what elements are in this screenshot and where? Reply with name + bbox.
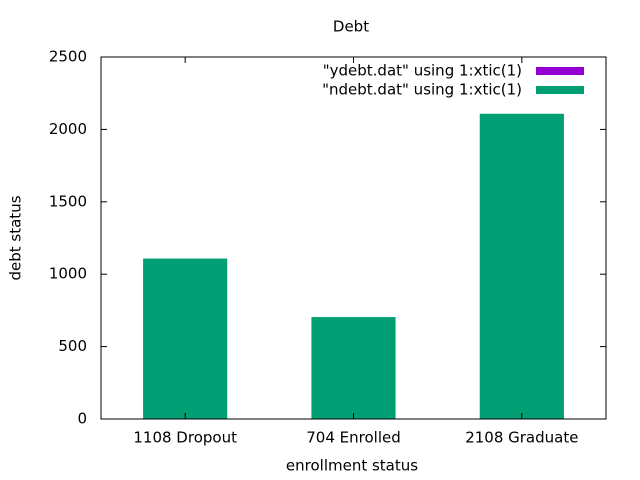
y-axis-label: debt status [7,195,25,280]
chart-title: Debt [333,18,369,36]
y-tick-label: 1500 [49,192,87,210]
x-tick-label: 704 Enrolled [306,429,400,447]
plot-frame [100,56,607,420]
y-tick-label: 0 [77,410,87,428]
legend-swatch [536,86,584,94]
y-tick-label: 1000 [49,265,87,283]
bar [143,258,228,419]
y-tick-label: 2500 [49,48,87,66]
legend-label: "ndebt.dat" using 1:xtic(1) [322,81,522,99]
y-tick-label: 500 [58,337,87,355]
legend-swatch [536,67,584,75]
x-tick-label: 1108 Dropout [133,429,237,447]
x-tick-label: 2108 Graduate [465,429,578,447]
y-tick-label: 2000 [49,120,87,138]
legend-label: "ydebt.dat" using 1:xtic(1) [323,62,522,80]
bar [479,113,564,419]
bar [311,317,396,419]
x-axis-label: enrollment status [286,457,418,475]
